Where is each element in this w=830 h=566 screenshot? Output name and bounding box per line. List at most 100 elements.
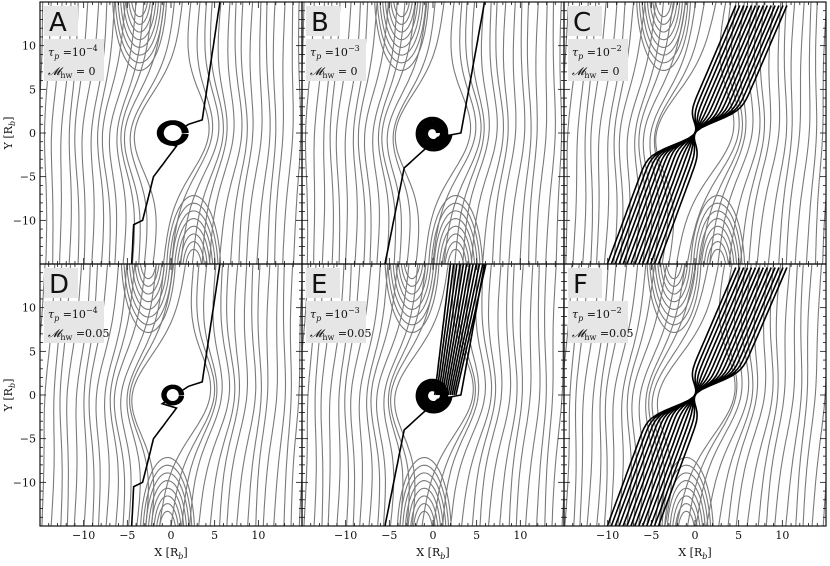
accreted-streamline — [441, 264, 465, 396]
background-streamline — [660, 264, 689, 295]
letter-box — [568, 268, 602, 298]
background-streamline — [746, 264, 774, 526]
background-streamline — [101, 2, 126, 264]
background-streamline — [438, 225, 473, 264]
background-streamline — [519, 2, 532, 264]
background-streamline — [390, 2, 413, 25]
background-streamline — [407, 487, 442, 526]
accreted-streamline — [437, 264, 458, 396]
background-streamline — [666, 480, 706, 526]
x-tick-label: 10 — [775, 529, 789, 542]
background-streamline — [114, 2, 165, 64]
background-streamline — [134, 264, 163, 295]
background-streamline — [675, 2, 735, 264]
background-streamline — [394, 264, 449, 526]
background-streamline — [646, 2, 681, 41]
background-streamline — [112, 2, 168, 71]
background-streamline — [651, 264, 697, 318]
background-streamline — [735, 264, 769, 526]
background-streamline — [774, 264, 799, 526]
background-streamline — [491, 2, 509, 264]
background-streamline — [198, 264, 231, 526]
mach-label: 𝓜hw = 0 — [572, 65, 620, 80]
background-streamline — [644, 2, 683, 48]
accreted-streamline — [443, 264, 468, 396]
background-streamline — [638, 2, 689, 64]
panel-letter: D — [49, 270, 69, 300]
background-streamline — [525, 264, 541, 526]
background-streamline — [413, 503, 436, 526]
planet-core — [166, 389, 179, 401]
background-streamline — [382, 2, 421, 48]
background-streamline — [675, 503, 698, 526]
background-streamline — [379, 2, 424, 56]
background-streamline — [669, 487, 704, 526]
background-streamline — [655, 2, 672, 18]
background-streamline — [377, 2, 406, 264]
axes-layer: −10 −5 0 5 10 X [Rb] −10 −5 0 5 10 X [Rb] −10 −5 0 5 10 X… — [2, 40, 789, 561]
background-streamline — [709, 248, 727, 264]
background-streamline — [171, 210, 216, 264]
background-streamline — [229, 2, 248, 264]
panel-letter: C — [573, 8, 591, 38]
accreted-streamline — [439, 264, 461, 396]
panel-b — [301, 1, 565, 265]
x-tick-label: 10 — [251, 529, 265, 542]
background-streamline — [706, 241, 729, 264]
background-streamline — [404, 480, 444, 526]
background-streamline — [180, 2, 220, 264]
background-streamline — [695, 210, 740, 264]
background-streamline — [108, 2, 137, 264]
accreted-streamline — [384, 2, 486, 264]
background-streamline — [778, 2, 796, 264]
accreted-streamline — [451, 264, 481, 396]
background-streamline — [805, 2, 818, 264]
background-streamline — [179, 233, 208, 264]
background-streamline — [273, 264, 287, 526]
param-box — [568, 301, 628, 343]
tau-label: τp =10−3 — [310, 44, 360, 61]
letter-box — [306, 268, 340, 298]
background-streamline — [654, 264, 694, 310]
background-streamline — [390, 264, 438, 526]
background-streamline — [400, 264, 424, 287]
background-streamline — [698, 218, 738, 264]
background-streamline — [363, 2, 389, 264]
background-streamline — [415, 510, 433, 526]
y-tick-label: 0 — [29, 127, 36, 140]
background-streamline — [274, 2, 286, 264]
background-streamline — [482, 2, 505, 264]
background-streamline — [131, 264, 187, 526]
background-streamline — [372, 2, 398, 264]
background-streamline — [131, 264, 166, 303]
background-streamline — [661, 464, 712, 526]
background-streamline — [381, 2, 417, 264]
background-streamline — [283, 264, 294, 526]
background-streamline — [756, 2, 782, 264]
background-streamline — [700, 225, 735, 264]
accreted-streamline — [657, 267, 788, 526]
background-streamline — [150, 487, 185, 526]
background-streamline — [757, 264, 782, 526]
background-streamline — [123, 2, 165, 264]
background-streamline — [174, 218, 214, 264]
background-streamline — [665, 264, 683, 280]
background-streamline — [515, 264, 534, 526]
background-streamline — [395, 264, 429, 303]
x-tick-label: 5 — [211, 529, 218, 542]
background-streamline — [398, 264, 427, 295]
background-streamline — [120, 2, 159, 48]
background-streamline — [739, 2, 766, 264]
background-streamline — [148, 480, 187, 526]
x-tick-label: 0 — [692, 529, 699, 542]
y-tick-label: 5 — [29, 345, 36, 358]
y-axis-label: Y [Rb] — [2, 117, 17, 151]
panel-letter: F — [573, 270, 588, 300]
y-tick-label: 5 — [29, 83, 36, 96]
background-streamline — [282, 2, 294, 264]
accreted-streamline — [416, 118, 452, 151]
background-streamline — [664, 472, 709, 526]
background-streamline — [109, 264, 136, 526]
accreted-streamline — [634, 5, 765, 264]
background-streamline — [649, 264, 699, 326]
